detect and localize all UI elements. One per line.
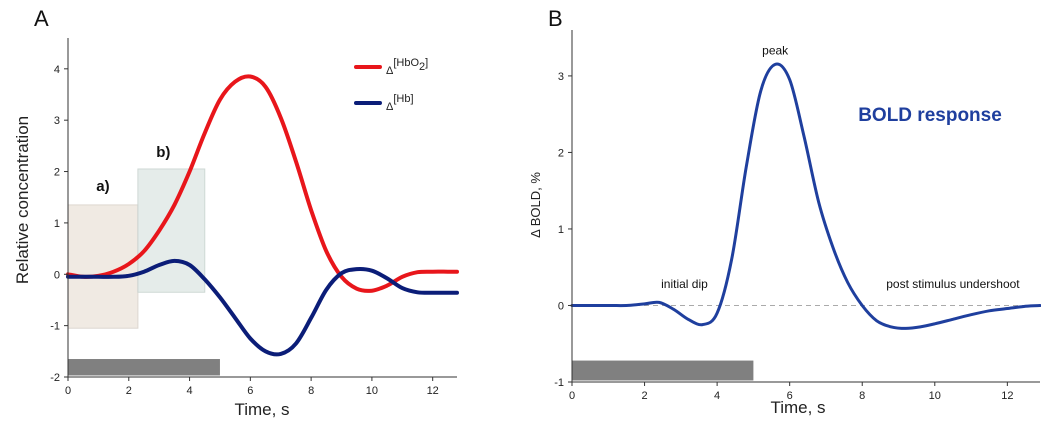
y-tick-label: -1 <box>554 377 564 389</box>
y-tick-label: 4 <box>54 64 60 76</box>
legend-bracket-close: ] <box>425 57 428 69</box>
series-lines <box>66 74 459 357</box>
legend-a: Δ[HbO2]Δ[Hb] <box>354 57 428 113</box>
x-axis-title-b: Time, s <box>770 398 825 417</box>
stimulus-bar <box>68 359 220 376</box>
x-tick-label: 0 <box>569 390 575 402</box>
x-tick-label: 2 <box>641 390 647 402</box>
highlight-regions: a) b) <box>67 144 206 329</box>
x-tick-label: 4 <box>714 390 720 402</box>
x-tick-label: 6 <box>247 385 253 397</box>
legend-bracket-close: ] <box>410 93 413 105</box>
x-tick-label: 10 <box>929 390 941 402</box>
y-tick-label: 1 <box>54 218 60 230</box>
x-tick-label: 8 <box>859 390 865 402</box>
series-line-hb <box>66 258 459 357</box>
y-tick-label: 3 <box>558 71 564 83</box>
legend-bracket-open: [HbO <box>393 57 419 69</box>
panel-b-letter: B <box>548 6 563 31</box>
legend-entry: Δ[Hb] <box>386 93 414 113</box>
y-tick-label: -1 <box>50 321 60 333</box>
stimulus-bar <box>572 360 754 381</box>
y-axis-title-b: Δ BOLD, % <box>528 172 543 238</box>
legend-entry: Δ[HbO2] <box>386 57 428 77</box>
y-tick-label: 2 <box>54 167 60 179</box>
region-label: a) <box>96 178 109 195</box>
annotations-b: peak initial dip post stimulus undershoot <box>661 43 1020 290</box>
highlight-region-b <box>137 168 206 293</box>
chart-title-b: BOLD response <box>858 105 1002 126</box>
series-lines <box>570 62 1041 330</box>
x-tick-label: 4 <box>187 385 193 397</box>
annotation-label: post stimulus undershoot <box>886 277 1020 291</box>
y-tick-label: 0 <box>54 269 60 281</box>
legend-delta: Δ <box>386 65 394 77</box>
y-tick-label: 1 <box>558 224 564 236</box>
annotation-label: initial dip <box>661 277 708 291</box>
x-axis-title-a: Time, s <box>234 400 289 419</box>
stimulus-bar-group <box>572 360 754 381</box>
y-tick-label: -2 <box>50 372 60 384</box>
panel-a-letter: A <box>34 6 49 31</box>
x-tick-label: 12 <box>427 385 439 397</box>
series-line-hbo2 <box>66 74 459 293</box>
stimulus-bar-group <box>68 359 220 376</box>
region-label: b) <box>156 144 170 161</box>
legend-subscript: 2 <box>419 61 425 73</box>
legend-bracket-open: [Hb <box>393 93 410 105</box>
x-tick-label: 2 <box>126 385 132 397</box>
x-tick-label: 10 <box>366 385 378 397</box>
series-line-bold <box>570 62 1041 330</box>
x-tick-label: 12 <box>1001 390 1013 402</box>
annotation-label: peak <box>762 43 789 57</box>
y-axis-title-a: Relative concentration <box>13 116 32 284</box>
y-tick-label: 2 <box>558 147 564 159</box>
y-tick-label: 0 <box>558 300 564 312</box>
legend-delta: Δ <box>386 101 394 113</box>
x-tick-label: 8 <box>308 385 314 397</box>
x-tick-label: 6 <box>787 390 793 402</box>
x-tick-label: 0 <box>65 385 71 397</box>
y-tick-label: 3 <box>54 115 60 127</box>
